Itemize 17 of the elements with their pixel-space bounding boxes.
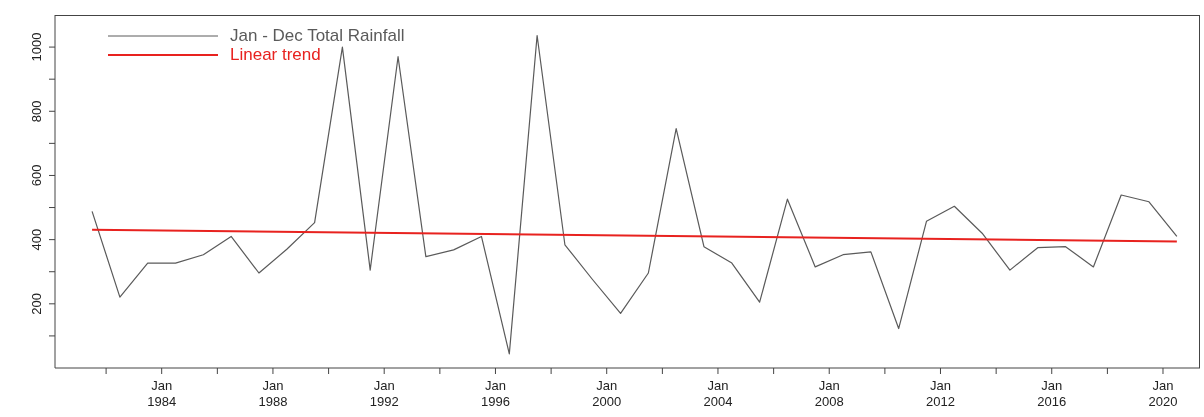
y-tick-label: 400 xyxy=(29,228,44,251)
x-tick-label: Jan 2020 xyxy=(1148,378,1178,409)
text: Linear trend xyxy=(230,45,321,64)
x-tick-label: Jan 1984 xyxy=(147,378,177,409)
series-label: Jan - Dec Total Rainfall xyxy=(230,26,405,45)
y-tick-label: 800 xyxy=(29,100,44,123)
y-tick-label: 200 xyxy=(29,292,44,315)
x-tick-label: Jan 1992 xyxy=(369,378,399,409)
x-tick-label: Jan 2008 xyxy=(814,378,844,409)
y-tick-label: 600 xyxy=(29,164,44,187)
x-tick-label: Jan 1996 xyxy=(480,378,510,409)
x-tick-label: Jan 2004 xyxy=(703,378,733,409)
x-tick-label: Jan 2012 xyxy=(926,378,955,409)
y-tick-label: 1000 xyxy=(29,32,44,62)
x-tick-label: Jan 2016 xyxy=(1037,378,1067,409)
x-tick-label: Jan 1988 xyxy=(258,378,288,409)
x-tick-label: Jan 2000 xyxy=(592,378,622,409)
